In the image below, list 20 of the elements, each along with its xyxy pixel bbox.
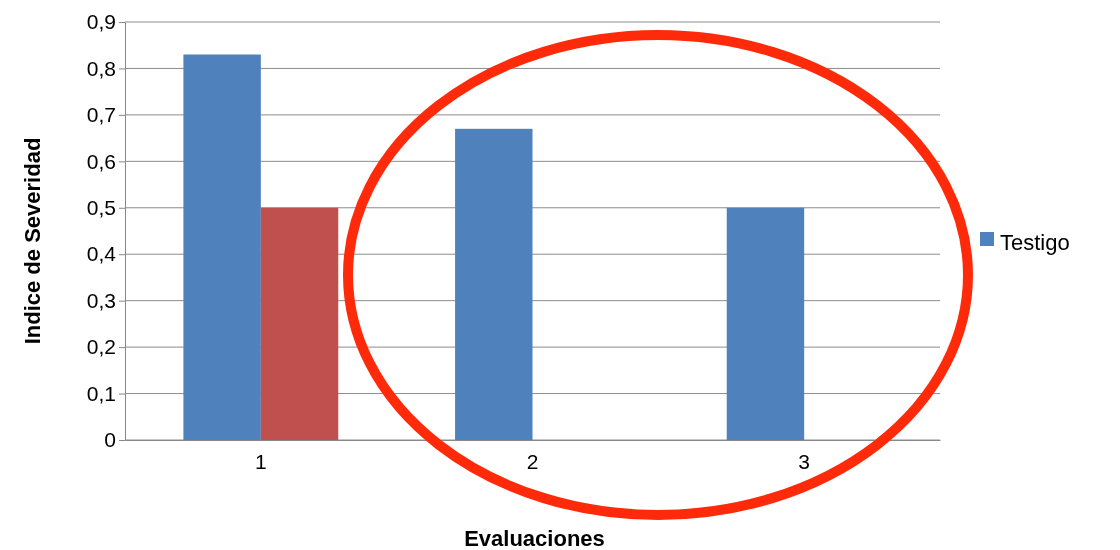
- y-tick-label: 0,8: [86, 56, 116, 80]
- y-axis-title: Indice de Severidad: [20, 137, 45, 345]
- y-tick-label: 0,5: [86, 196, 116, 219]
- y-tick-label: 0,4: [86, 242, 117, 266]
- y-tick-label: 0,1: [86, 381, 116, 405]
- y-tick-label: 0,7: [86, 103, 116, 127]
- y-tick-label: 0,9: [86, 10, 116, 34]
- bar: [260, 207, 339, 440]
- x-axis-title: Evaluaciones: [464, 526, 605, 550]
- legend-label: Testigo: [1000, 230, 1070, 256]
- bar: [726, 207, 805, 440]
- y-tick-label: 0: [104, 428, 116, 452]
- x-tick-label: 1: [254, 449, 267, 473]
- y-tick-label: 0,3: [86, 288, 116, 312]
- x-tick-label: 2: [526, 449, 539, 473]
- x-tick-label: 3: [798, 449, 811, 473]
- bar: [455, 128, 533, 440]
- bar: [183, 54, 261, 440]
- y-tick-label: 0,6: [86, 149, 116, 173]
- y-tick-label: 0,2: [86, 335, 116, 359]
